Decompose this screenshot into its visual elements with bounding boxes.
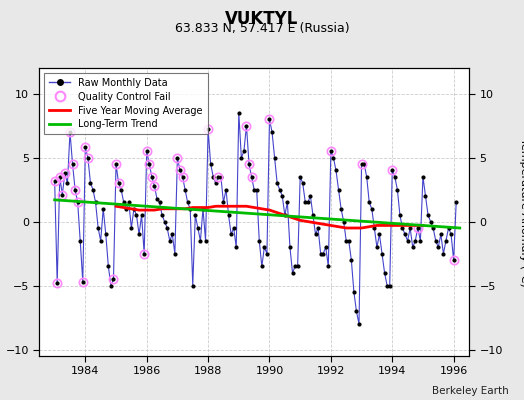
- Text: Berkeley Earth: Berkeley Earth: [432, 386, 508, 396]
- Legend: Raw Monthly Data, Quality Control Fail, Five Year Moving Average, Long-Term Tren: Raw Monthly Data, Quality Control Fail, …: [44, 73, 208, 134]
- Text: 63.833 N, 57.417 E (Russia): 63.833 N, 57.417 E (Russia): [174, 22, 350, 35]
- Text: VUKTYL: VUKTYL: [225, 10, 299, 28]
- Y-axis label: Temperature Anomaly (°C): Temperature Anomaly (°C): [519, 138, 524, 286]
